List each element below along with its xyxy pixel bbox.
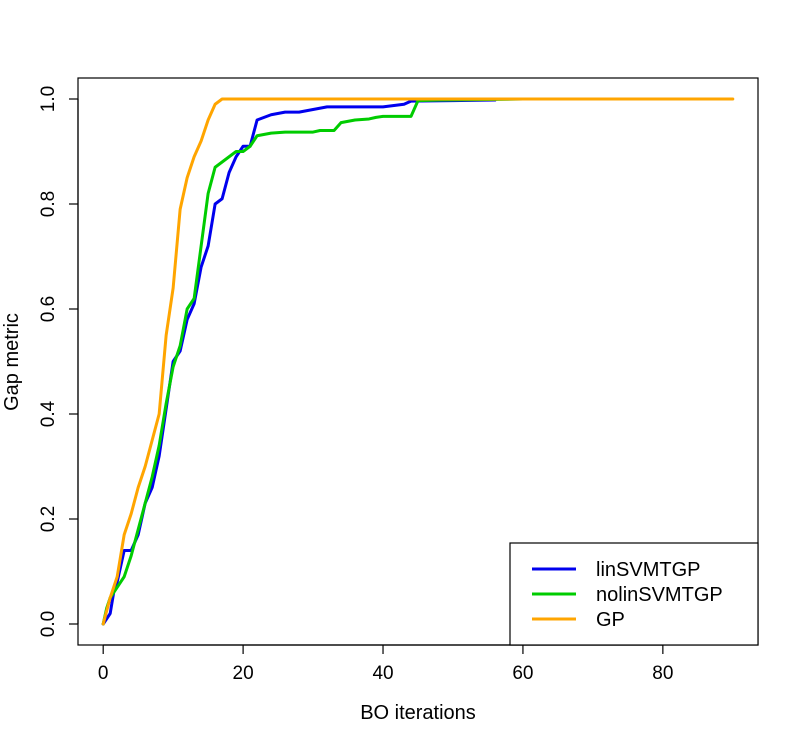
y-tick-label: 1.0 [38, 86, 59, 112]
x-tick-label: 0 [98, 663, 109, 684]
x-tick-label: 20 [233, 663, 254, 684]
y-axis: 0.0 0.2 0.4 0.6 0.8 1.0 [38, 86, 79, 637]
legend-label-gp: GP [596, 609, 625, 631]
legend-label-nolinsvmtgp: nolinSVMTGP [596, 584, 723, 606]
y-tick-label: 0.2 [38, 506, 59, 532]
y-axis-title: Gap metric [1, 313, 23, 411]
y-tick-label: 0.0 [38, 611, 59, 637]
x-tick-label: 60 [512, 663, 533, 684]
y-tick-label: 0.4 [38, 400, 59, 427]
x-tick-label: 40 [372, 663, 393, 684]
series-line-linsvmtgp [101, 98, 497, 626]
y-tick-label: 0.8 [38, 191, 59, 217]
series-line-nolinsvmtgp [101, 97, 525, 626]
x-axis-title: BO iterations [360, 702, 476, 724]
series-layer [101, 97, 735, 626]
legend-label-linsvmtgp: linSVMTGP [596, 559, 700, 581]
series-line-gp [101, 97, 735, 626]
legend: linSVMTGP nolinSVMTGP GP [509, 542, 759, 646]
x-tick-label: 80 [652, 663, 673, 684]
y-tick-label: 0.6 [38, 296, 59, 322]
x-axis: 0 20 40 60 80 [98, 644, 673, 684]
